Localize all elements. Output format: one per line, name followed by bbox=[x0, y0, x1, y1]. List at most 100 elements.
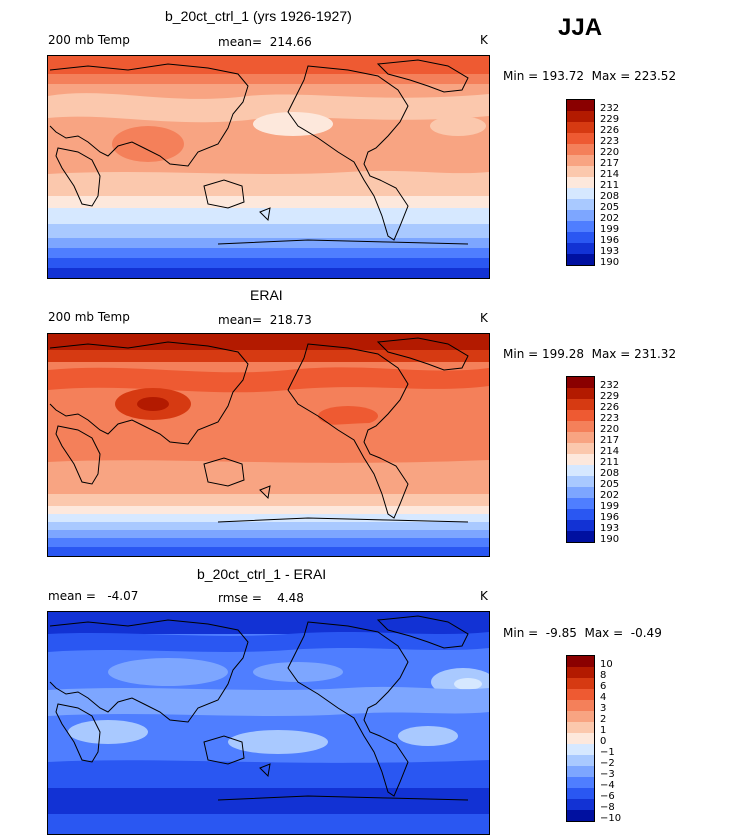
colorbar-tick-label: 211 bbox=[600, 457, 620, 468]
colorbar-tick-label: 4 bbox=[600, 692, 607, 703]
colorbar-tick-label: 0 bbox=[600, 736, 607, 747]
season-label: JJA bbox=[558, 14, 603, 41]
colorbar-tick-label: 229 bbox=[600, 391, 620, 402]
colorbar-tick-label: 6 bbox=[600, 681, 607, 692]
panel-2-colorbar-swatch bbox=[567, 377, 594, 388]
colorbar-tick-label: 205 bbox=[600, 202, 620, 213]
panel-1-colorbar-swatch bbox=[567, 111, 594, 122]
colorbar-tick-label: 223 bbox=[600, 136, 620, 147]
panel-3-units-label: K bbox=[480, 589, 488, 603]
panel-3-colorbar-swatch bbox=[567, 810, 594, 821]
colorbar-tick-label: −4 bbox=[600, 780, 615, 791]
colorbar-tick-label: 2 bbox=[600, 714, 607, 725]
colorbar-tick-label: 190 bbox=[600, 534, 620, 545]
colorbar-tick-label: 1 bbox=[600, 725, 607, 736]
panel-2-variable-label: 200 mb Temp bbox=[48, 310, 130, 324]
panel-2-colorbar-swatch bbox=[567, 531, 594, 542]
colorbar-tick-label: 208 bbox=[600, 191, 620, 202]
panel-1-colorbar-swatch bbox=[567, 133, 594, 144]
panel-2-colorbar-swatch bbox=[567, 432, 594, 443]
colorbar-tick-label: 232 bbox=[600, 103, 620, 114]
panel-3-mean-label: mean = -4.07 bbox=[48, 589, 139, 603]
panel-1-colorbar-swatch bbox=[567, 155, 594, 166]
panel-3-map bbox=[47, 611, 490, 835]
colorbar-tick-label: 229 bbox=[600, 114, 620, 125]
panel-2-units-label: K bbox=[480, 311, 488, 325]
panel-3-title: b_20ct_ctrl_1 - ERAI bbox=[197, 566, 327, 582]
colorbar-tick-label: 199 bbox=[600, 224, 620, 235]
panel-2-colorbar-swatch bbox=[567, 399, 594, 410]
panel-2-colorbar-labels: 232 229 226 223 220 217 214 211 208 205 … bbox=[600, 380, 619, 545]
panel-3-colorbar bbox=[566, 655, 595, 822]
colorbar-tick-label: 202 bbox=[600, 490, 620, 501]
colorbar-tick-label: 214 bbox=[600, 446, 620, 457]
panel-3-colorbar-labels: 10 8 6 4 3 2 1 0 −1 −2 −3 −4 −6 −8 −10 bbox=[600, 659, 621, 824]
colorbar-tick-label: 220 bbox=[600, 147, 620, 158]
colorbar-tick-label: 208 bbox=[600, 468, 620, 479]
panel-2-colorbar bbox=[566, 376, 595, 543]
panel-1-colorbar-swatch bbox=[567, 243, 594, 254]
panel-1-variable-label: 200 mb Temp bbox=[48, 33, 130, 47]
panel-3-colorbar-swatch bbox=[567, 722, 594, 733]
panel-1-colorbar-swatch bbox=[567, 221, 594, 232]
panel-1-colorbar-swatch bbox=[567, 254, 594, 265]
panel-1-colorbar-swatch bbox=[567, 144, 594, 155]
panel-2-colorbar-swatch bbox=[567, 520, 594, 531]
panel-2-colorbar-swatch bbox=[567, 476, 594, 487]
panel-3-colorbar-swatch bbox=[567, 667, 594, 678]
colorbar-tick-label: 202 bbox=[600, 213, 620, 224]
panel-2-colorbar-swatch bbox=[567, 388, 594, 399]
panel-3-colorbar-swatch bbox=[567, 711, 594, 722]
panel-3-colorbar-swatch bbox=[567, 700, 594, 711]
panel-3-colorbar-swatch bbox=[567, 656, 594, 667]
panel-1-title: b_20ct_ctrl_1 (yrs 1926-1927) bbox=[165, 8, 352, 24]
panel-1-colorbar-swatch bbox=[567, 122, 594, 133]
panel-2-mean-label: mean= 218.73 bbox=[218, 313, 312, 327]
colorbar-tick-label: 217 bbox=[600, 158, 620, 169]
panel-3-colorbar-swatch bbox=[567, 744, 594, 755]
panel-1-colorbar-swatch bbox=[567, 177, 594, 188]
panel-1-colorbar-swatch bbox=[567, 199, 594, 210]
panel-1-colorbar-swatch bbox=[567, 166, 594, 177]
panel-2-colorbar-swatch bbox=[567, 454, 594, 465]
panel-2-title: ERAI bbox=[250, 287, 283, 303]
panel-3-rmse-label: rmse = 4.48 bbox=[218, 591, 304, 605]
panel-1-colorbar-swatch bbox=[567, 100, 594, 111]
colorbar-tick-label: 205 bbox=[600, 479, 620, 490]
panel-2-colorbar-swatch bbox=[567, 465, 594, 476]
colorbar-tick-label: 226 bbox=[600, 402, 620, 413]
panel-2-colorbar-swatch bbox=[567, 509, 594, 520]
colorbar-tick-label: −6 bbox=[600, 791, 615, 802]
colorbar-tick-label: −3 bbox=[600, 769, 615, 780]
colorbar-tick-label: −8 bbox=[600, 802, 615, 813]
panel-1-map bbox=[47, 55, 490, 279]
colorbar-tick-label: 217 bbox=[600, 435, 620, 446]
panel-2-colorbar-swatch bbox=[567, 498, 594, 509]
panel-3-minmax: Min = -9.85 Max = -0.49 bbox=[503, 626, 662, 640]
colorbar-tick-label: 193 bbox=[600, 523, 620, 534]
panel-3-colorbar-swatch bbox=[567, 777, 594, 788]
colorbar-tick-label: 214 bbox=[600, 169, 620, 180]
panel-1-colorbar-swatch bbox=[567, 188, 594, 199]
colorbar-tick-label: −1 bbox=[600, 747, 615, 758]
panel-3-colorbar-swatch bbox=[567, 788, 594, 799]
panel-3-colorbar-swatch bbox=[567, 755, 594, 766]
colorbar-tick-label: 196 bbox=[600, 235, 620, 246]
panel-2-map bbox=[47, 333, 490, 557]
panel-1-colorbar-swatch bbox=[567, 232, 594, 243]
panel-3-colorbar-swatch bbox=[567, 733, 594, 744]
panel-3-colorbar-swatch bbox=[567, 678, 594, 689]
panel-2-colorbar-swatch bbox=[567, 487, 594, 498]
colorbar-tick-label: 10 bbox=[600, 659, 613, 670]
colorbar-tick-label: 232 bbox=[600, 380, 620, 391]
colorbar-tick-label: 8 bbox=[600, 670, 607, 681]
panel-1-mean-label: mean= 214.66 bbox=[218, 35, 312, 49]
colorbar-tick-label: −10 bbox=[600, 813, 622, 824]
panel-1-colorbar bbox=[566, 99, 595, 266]
panel-1-colorbar-labels: 232 229 226 223 220 217 214 211 208 205 … bbox=[600, 103, 619, 268]
colorbar-tick-label: 199 bbox=[600, 501, 620, 512]
panel-3-colorbar-swatch bbox=[567, 799, 594, 810]
panel-1-units-label: K bbox=[480, 33, 488, 47]
panel-2-colorbar-swatch bbox=[567, 421, 594, 432]
colorbar-tick-label: 226 bbox=[600, 125, 620, 136]
